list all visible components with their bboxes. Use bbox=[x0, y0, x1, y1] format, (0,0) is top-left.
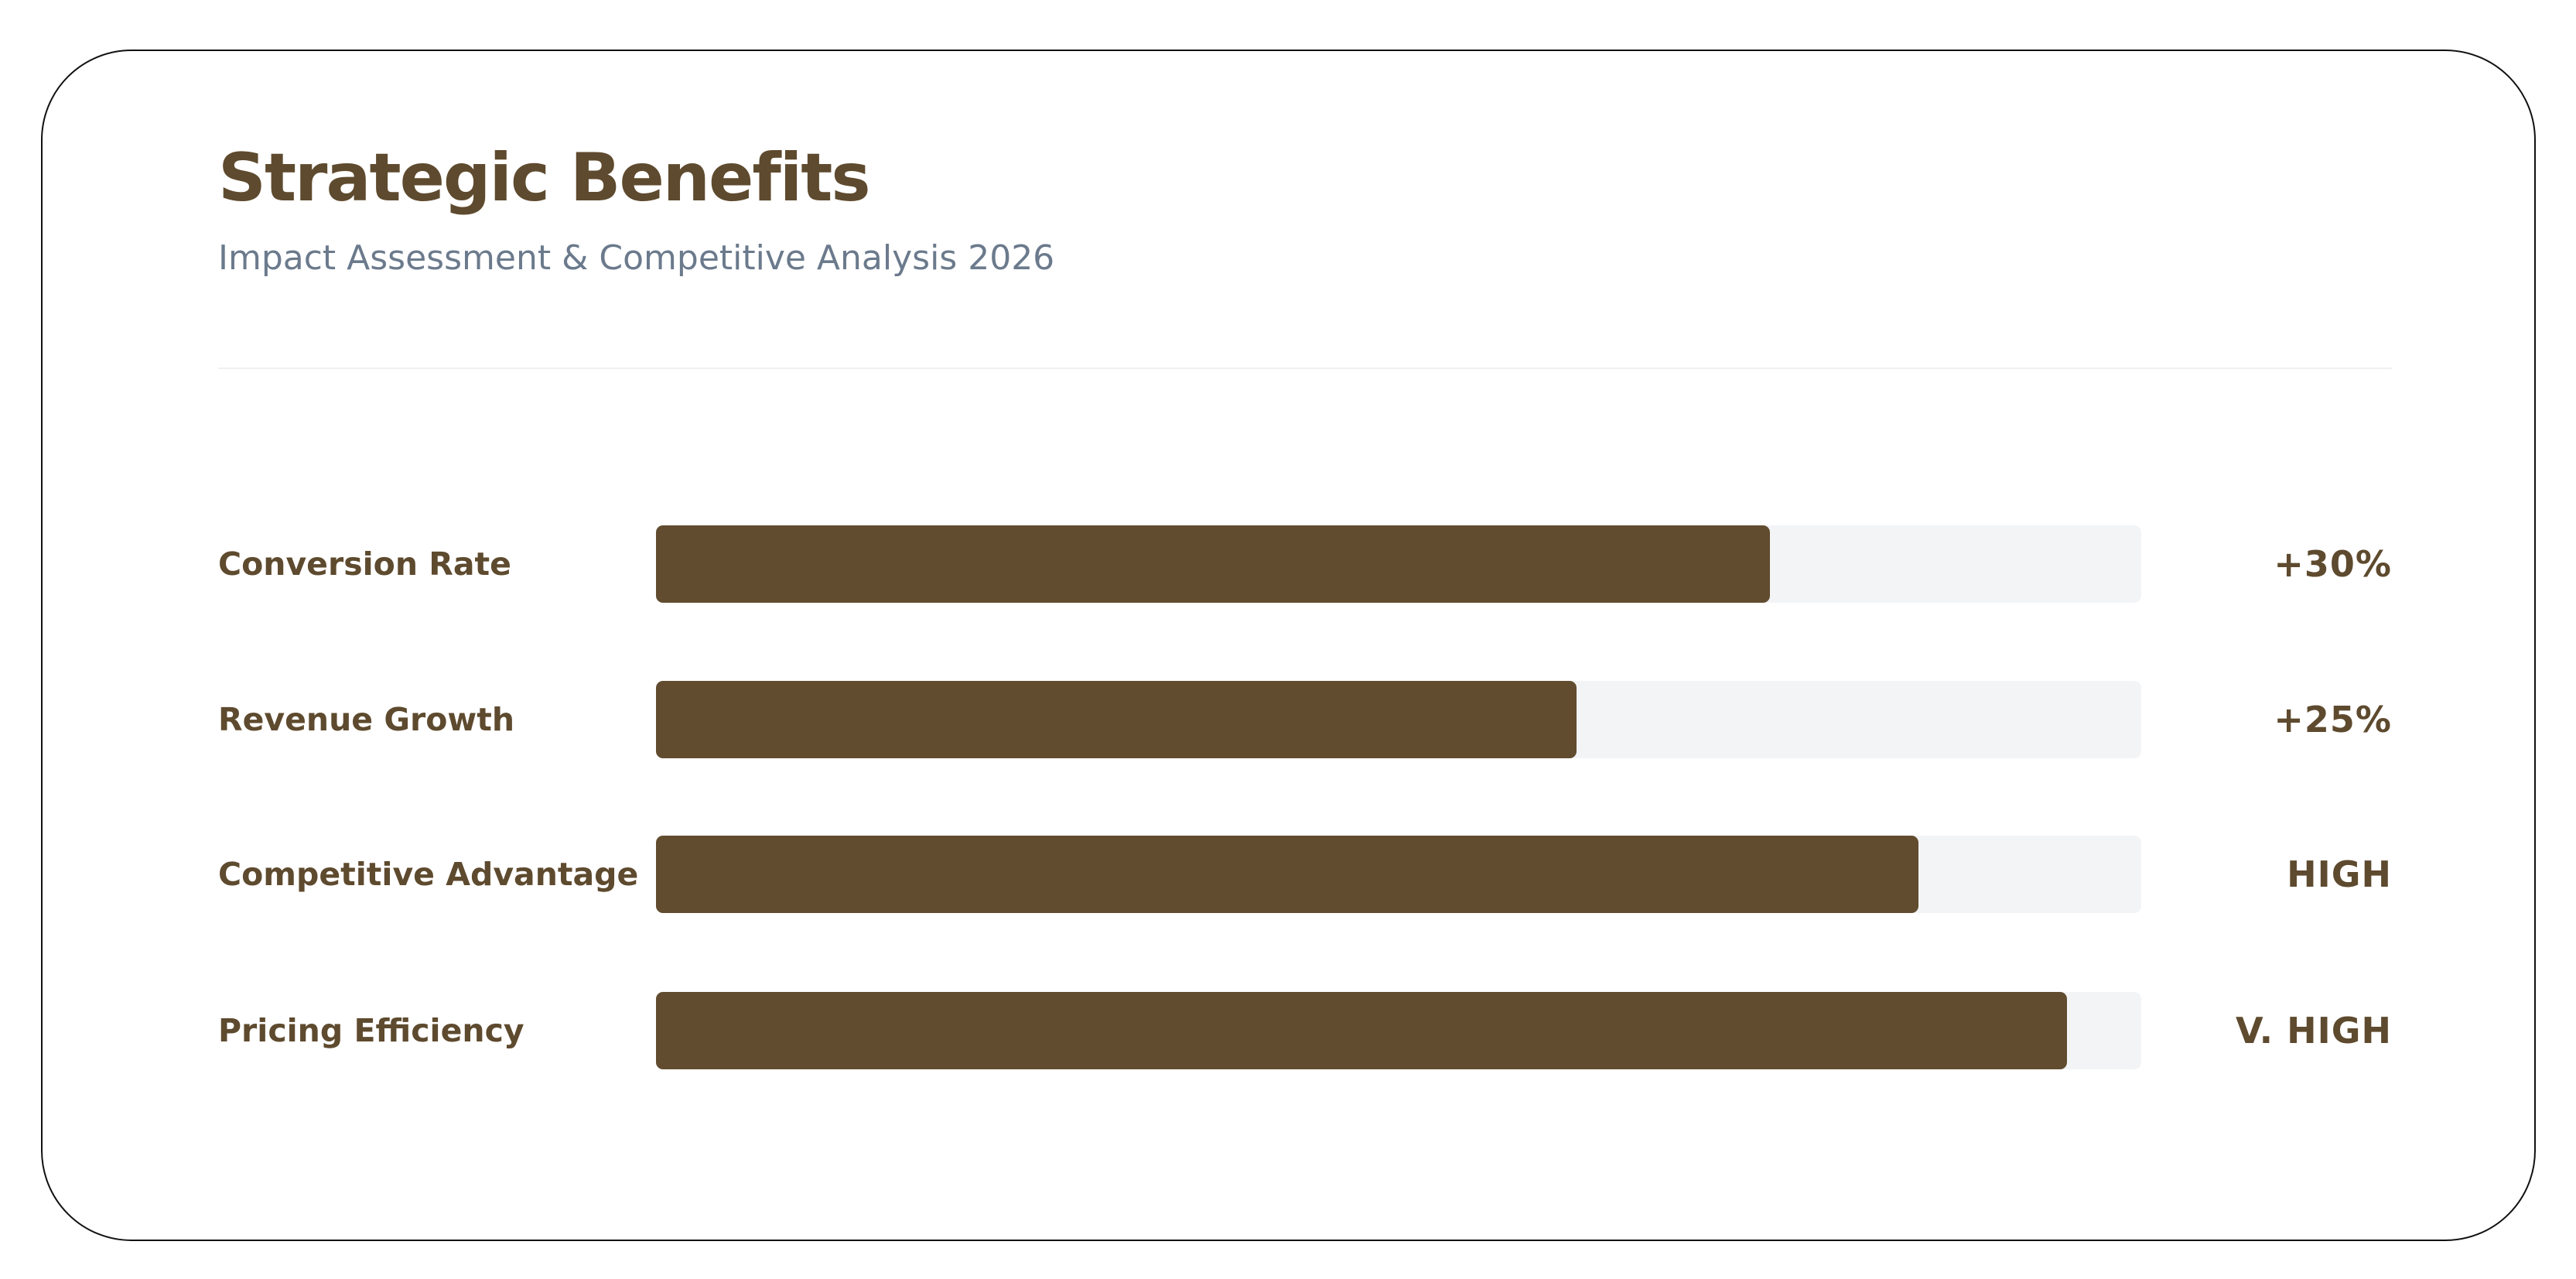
row-label: Conversion Rate bbox=[218, 545, 511, 583]
bar-fill bbox=[656, 992, 2067, 1069]
bar-track bbox=[656, 836, 2141, 913]
title: Strategic Benefits bbox=[218, 139, 871, 217]
subtitle: Impact Assessment & Competitive Analysis… bbox=[218, 238, 1055, 278]
row-result: +25% bbox=[2274, 699, 2392, 740]
bar-track bbox=[656, 992, 2141, 1069]
row-result: +30% bbox=[2274, 543, 2392, 585]
row-result: V. HIGH bbox=[2235, 1010, 2392, 1052]
row-result: HIGH bbox=[2287, 853, 2392, 895]
row-label: Revenue Growth bbox=[218, 701, 515, 738]
bar-fill bbox=[656, 525, 1770, 603]
row-label: Pricing Efficiency bbox=[218, 1012, 524, 1049]
divider bbox=[218, 368, 2392, 369]
bar-fill bbox=[656, 836, 1918, 913]
bar-track bbox=[656, 681, 2141, 758]
bar-fill bbox=[656, 681, 1577, 758]
row-label: Competitive Advantage bbox=[218, 856, 639, 893]
bar-track bbox=[656, 525, 2141, 603]
card bbox=[41, 50, 2536, 1241]
